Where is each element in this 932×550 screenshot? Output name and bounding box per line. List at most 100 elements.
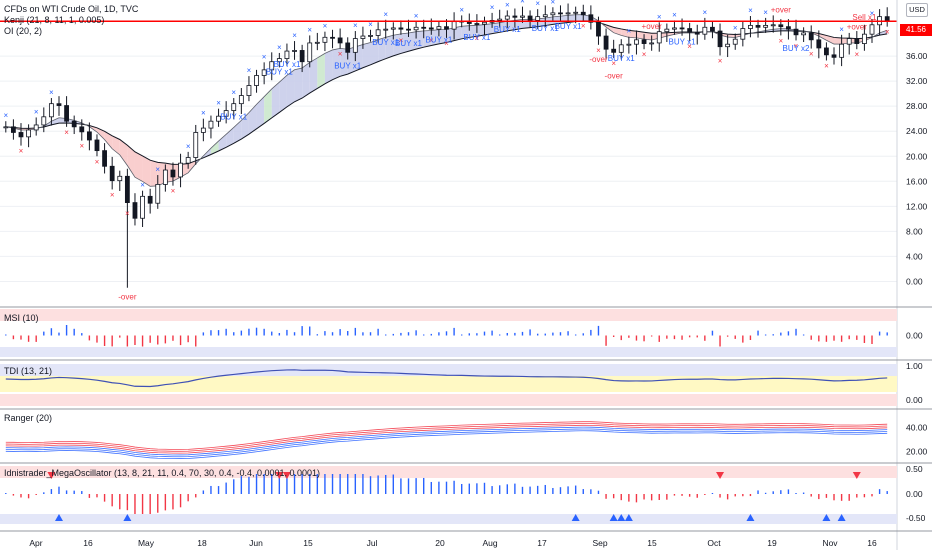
signal-marker: × — [642, 50, 647, 59]
annotation-label: BUY x1 — [334, 61, 362, 70]
candle-body — [755, 25, 761, 28]
signal-marker: × — [140, 181, 145, 190]
candle-body — [140, 195, 145, 219]
annotation-label: -over — [589, 55, 608, 64]
msi-pane-title[interactable]: MSI (10) — [4, 313, 39, 323]
candle-body — [558, 12, 563, 15]
signal-marker: × — [672, 10, 677, 19]
signal-marker: × — [368, 20, 373, 29]
candle-body — [79, 126, 85, 133]
candle-body — [687, 28, 693, 33]
candle-body — [748, 25, 753, 29]
candle-body — [276, 58, 282, 63]
candle-body — [702, 26, 708, 35]
signal-marker: × — [307, 25, 312, 34]
candle-body — [360, 35, 366, 39]
currency-badge[interactable]: USD — [906, 3, 928, 17]
signal-marker: × — [231, 88, 236, 97]
candle-body — [611, 48, 617, 53]
annotation-label: -over — [605, 71, 624, 80]
candle-body — [71, 120, 77, 128]
msi-lower-zone — [0, 347, 897, 357]
signal-marker: × — [186, 142, 191, 151]
oi-indicator-label[interactable]: OI (20, 2) — [4, 26, 43, 36]
signal-marker: × — [611, 59, 616, 68]
candle-body — [33, 124, 39, 131]
ma-band-segment — [142, 155, 151, 187]
candle-body — [170, 169, 176, 178]
ma-band-segment — [340, 48, 348, 77]
candle-body — [254, 75, 259, 86]
annotation-label: -over — [118, 293, 137, 302]
ma-band-segment — [332, 48, 341, 80]
candle-body — [596, 21, 601, 37]
candle-body — [284, 50, 290, 59]
mega-buy-triangle — [609, 514, 618, 521]
ma-band-segment — [134, 151, 143, 182]
price-tick-label: 20.00 — [906, 151, 928, 161]
candle-body — [124, 175, 130, 203]
price-tick-label: 4.00 — [906, 251, 923, 261]
signal-marker: × — [854, 50, 859, 59]
candle-body — [132, 202, 138, 219]
time-tick-label: 15 — [303, 538, 313, 548]
annotation-label: BUY x2 — [783, 44, 811, 53]
candle-body — [292, 50, 297, 52]
ma-band-segment — [248, 104, 257, 135]
mega-oscillator-pane-title[interactable]: Idnistrader_MegaOscillator (13, 8, 21, 1… — [4, 468, 321, 478]
kenji-indicator-label[interactable]: Kenji (21, 8, 11, 1, 0.005) — [4, 15, 105, 25]
price-tick-label: 0.00 — [906, 276, 923, 286]
signal-marker: × — [64, 128, 69, 137]
candle-body — [155, 184, 161, 204]
candle-body — [504, 15, 510, 20]
candle-body — [322, 36, 328, 43]
signal-marker: × — [171, 187, 176, 196]
ma-band-segment — [294, 67, 303, 102]
candle-body — [869, 24, 875, 35]
annotation-label: BUY x1 — [273, 60, 301, 69]
tdi-lower-zone — [0, 394, 897, 406]
time-tick-label: 18 — [197, 538, 207, 548]
tdi-pane-title[interactable]: TDI (13, 21) — [4, 366, 53, 376]
candle-body — [398, 27, 404, 30]
ma-band-segment — [461, 25, 470, 39]
ma-band-segment — [484, 23, 493, 35]
candle-body — [694, 31, 700, 35]
candle-body — [603, 35, 609, 50]
ma-band-segment — [317, 53, 325, 89]
annotation-label: BUY x1 — [266, 68, 294, 77]
signal-marker: × — [95, 157, 100, 166]
candle-body — [793, 28, 799, 36]
candle-body — [846, 38, 852, 45]
ma-band-segment — [218, 134, 227, 152]
time-tick-label: Aug — [482, 538, 497, 548]
candle-body — [413, 26, 419, 31]
signal-marker: × — [338, 50, 343, 59]
candle-body — [854, 38, 860, 44]
signal-marker: × — [748, 6, 753, 15]
annotation-label: BUY x1 — [532, 24, 560, 33]
candle-body — [717, 30, 723, 48]
candle-body — [535, 16, 541, 21]
slow-ma-line — [5, 20, 888, 165]
signal-marker: × — [383, 10, 388, 19]
ranger-pane-title[interactable]: Ranger (20) — [4, 413, 53, 423]
candle-body — [352, 38, 358, 53]
annotation-label: BUY x1 — [395, 39, 423, 48]
tdi-tick-label: 0.00 — [906, 395, 923, 405]
candle-body — [421, 26, 427, 29]
candle-body — [474, 23, 480, 25]
ma-band-segment — [400, 32, 409, 54]
ma-band-segment — [302, 62, 310, 99]
time-tick-label: Nov — [822, 538, 838, 548]
candle-body — [831, 54, 837, 58]
signal-marker: × — [870, 9, 875, 18]
candle-body — [337, 37, 343, 44]
candle-body — [299, 50, 305, 63]
candle-body — [679, 27, 685, 30]
candle-body — [3, 126, 9, 129]
mega-upper-zone — [0, 466, 897, 478]
signal-marker: × — [3, 111, 8, 120]
